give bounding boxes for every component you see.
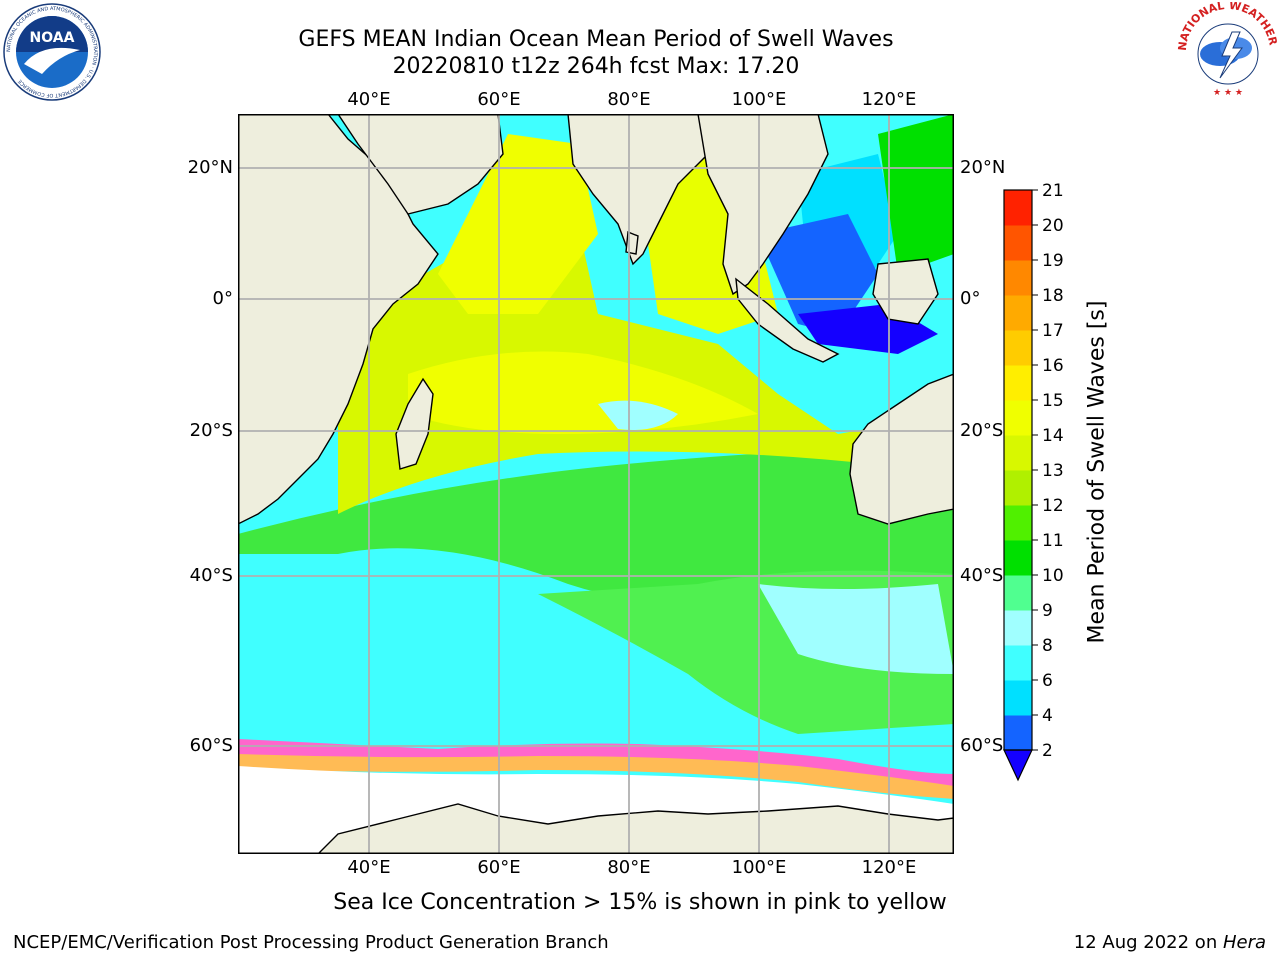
map-subtitle: 20220810 t12z 264h fcst Max: 17.20	[392, 54, 800, 79]
footer-credit: NCEP/EMC/Verification Post Processing Pr…	[13, 932, 609, 953]
colorbar-tick-label: 17	[1042, 321, 1064, 341]
lat-tick-left: 20°N	[187, 157, 233, 178]
colorbar-tick-label: 9	[1042, 601, 1053, 621]
colorbar-swatch	[1004, 260, 1032, 296]
footer-host: Hera	[1222, 932, 1266, 953]
lat-tick-left: 20°S	[189, 420, 233, 441]
noaa-wordmark: NOAA	[30, 30, 75, 46]
colorbar-swatch	[1004, 715, 1032, 751]
colorbar-tick-label: 12	[1042, 496, 1064, 516]
colorbar-swatches	[1003, 189, 1033, 782]
colorbar-label: Mean Period of Swell Waves [s]	[1084, 300, 1110, 644]
colorbar-tick-label: 21	[1042, 181, 1064, 201]
colorbar-swatch	[1004, 225, 1032, 261]
footer-date: 12 Aug 2022 on Hera	[1074, 932, 1266, 953]
colorbar-tick-label: 10	[1042, 566, 1064, 586]
colorbar: 2 4 6 8 9 10 11 12 13 14 15 16 17 18 19 20 21	[1003, 181, 1064, 782]
lon-tick-top: 120°E	[861, 89, 917, 110]
colorbar-swatch	[1004, 295, 1032, 331]
colorbar-swatch	[1004, 400, 1032, 436]
lat-tick-left: 40°S	[189, 565, 233, 586]
lat-tick-left: 0°	[212, 288, 233, 309]
swell-period-map	[238, 114, 954, 854]
colorbar-swatch	[1004, 190, 1032, 226]
lon-tick-bottom: 40°E	[347, 857, 391, 878]
lat-tick-right: 0°	[960, 288, 981, 309]
lon-tick-bottom: 80°E	[607, 857, 651, 878]
colorbar-swatch	[1004, 365, 1032, 401]
noaa-logo: NOAA NATIONAL OCEANIC AND ATMOSPHERIC AD…	[3, 3, 101, 101]
colorbar-tick-label: 8	[1042, 636, 1053, 656]
map-title: GEFS MEAN Indian Ocean Mean Period of Sw…	[298, 27, 894, 52]
colorbar-tick-label: 16	[1042, 356, 1064, 376]
lat-tick-right: 40°S	[960, 565, 1004, 586]
lat-tick-right: 20°S	[960, 420, 1004, 441]
lon-tick-bottom: 100°E	[731, 857, 787, 878]
lat-tick-right: 60°S	[960, 735, 1004, 756]
colorbar-swatch	[1004, 575, 1032, 611]
svg-text:★ ★ ★: ★ ★ ★	[1213, 88, 1243, 98]
sea-ice-caption: Sea Ice Concentration > 15% is shown in …	[333, 890, 947, 915]
colorbar-swatch	[1004, 470, 1032, 506]
colorbar-under-triangle	[1003, 749, 1033, 782]
lon-tick-top: 60°E	[477, 89, 521, 110]
lon-tick-bottom: 120°E	[861, 857, 917, 878]
nws-logo: NATIONAL WEATHER SERVICE ★ ★ ★	[1176, 2, 1280, 98]
lon-tick-top: 100°E	[731, 89, 787, 110]
footer-date-text: 12 Aug 2022 on	[1073, 932, 1223, 953]
land-masses	[238, 114, 954, 854]
colorbar-tick-label: 2	[1042, 741, 1053, 761]
lon-tick-bottom: 60°E	[477, 857, 521, 878]
colorbar-swatch	[1004, 680, 1032, 716]
lat-tick-right: 20°N	[960, 157, 1006, 178]
colorbar-tick-label: 19	[1042, 251, 1064, 271]
colorbar-tick-label: 14	[1042, 426, 1064, 446]
lon-tick-top: 40°E	[347, 89, 391, 110]
lon-tick-top: 80°E	[607, 89, 651, 110]
colorbar-tick-label: 6	[1042, 671, 1053, 691]
colorbar-swatch	[1004, 435, 1032, 471]
colorbar-swatch	[1004, 505, 1032, 541]
colorbar-swatch	[1004, 610, 1032, 646]
colorbar-tick-label: 11	[1042, 531, 1064, 551]
lat-tick-left: 60°S	[189, 735, 233, 756]
colorbar-ticks: 2 4 6 8 9 10 11 12 13 14 15 16 17 18 19 20 21	[1032, 181, 1064, 761]
colorbar-tick-label: 4	[1042, 706, 1053, 726]
map-border	[238, 114, 954, 854]
graticule	[238, 114, 954, 854]
colorbar-tick-label: 20	[1042, 216, 1064, 236]
colorbar-tick-label: 13	[1042, 461, 1064, 481]
colorbar-tick-label: 18	[1042, 286, 1064, 306]
colorbar-swatch	[1004, 645, 1032, 681]
colorbar-swatch	[1004, 330, 1032, 366]
colorbar-swatch	[1004, 540, 1032, 576]
colorbar-tick-label: 15	[1042, 391, 1064, 411]
